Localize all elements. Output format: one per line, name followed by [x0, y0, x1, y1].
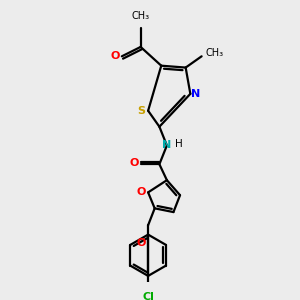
Text: CH₃: CH₃	[132, 11, 150, 21]
Text: H: H	[175, 139, 183, 148]
Text: CH₃: CH₃	[206, 49, 224, 58]
Text: O: O	[137, 188, 146, 197]
Text: O: O	[137, 238, 146, 248]
Text: N: N	[162, 140, 172, 151]
Text: S: S	[138, 106, 146, 116]
Text: O: O	[111, 51, 120, 61]
Text: Cl: Cl	[142, 292, 154, 300]
Text: O: O	[129, 158, 139, 168]
Text: N: N	[191, 89, 201, 99]
